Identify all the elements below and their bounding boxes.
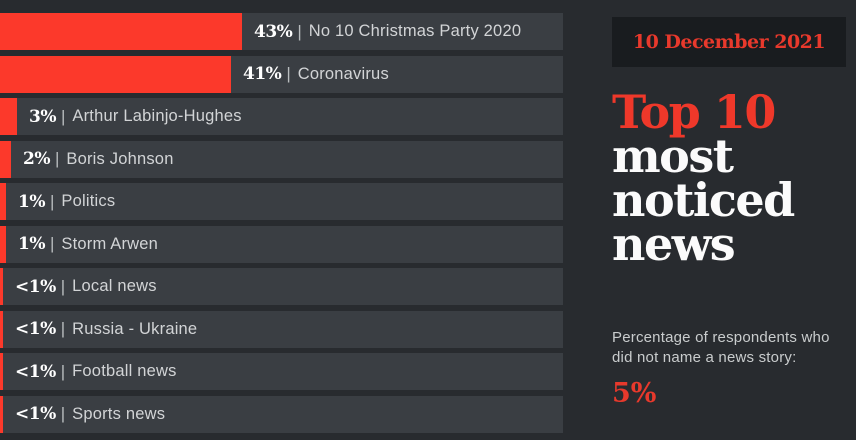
bar-text: <1% | Local news [0,268,563,305]
date-badge-label: 10 December 2021 [632,31,826,53]
bar-separator: | [60,404,66,423]
bar-label: Coronavirus [297,64,389,83]
bar-value: <1% [15,319,56,339]
bar-label: Russia - Ukraine [72,319,198,338]
headline-accent: Top 10 [612,85,776,139]
bar-fill [0,55,231,93]
headline: Top 10 most noticed news [612,85,846,271]
headline-line: noticed [612,173,795,227]
bar-separator: | [60,276,66,296]
bar-label: Storm Arwen [61,234,159,253]
headline-line: most [612,129,734,183]
note-text: Percentage of respondents who did not na… [612,329,830,366]
bar-value: 41% [243,64,282,84]
side-panel: 10 December 2021 Top 10 most noticed new… [612,0,846,409]
bar-label: Local news [72,277,157,295]
bar-row: <1% | Local news [0,268,563,305]
bar-row: 1% | Politics [0,183,563,220]
bar-label: Sports news [72,404,166,423]
bar-fill [0,140,11,178]
bar-row: 3% | Arthur Labinjo-Hughes [0,98,563,135]
bar-label: Boris Johnson [66,149,174,168]
headline-line: news [612,217,736,271]
bar-value: <1% [15,404,56,424]
bar-text: <1% | Sports news [0,396,563,433]
bar-separator: | [49,191,55,211]
bar-fill [0,98,17,135]
bar-separator: | [54,149,60,168]
date-badge: 10 December 2021 [612,17,846,67]
bar-value: <1% [15,361,56,382]
bar-value: <1% [15,276,56,297]
bar-fill [0,395,3,433]
bar-value: 2% [23,149,50,169]
bar-text: 1% | Politics [0,183,563,220]
bar-chart: 43% | No 10 Christmas Party 2020 41% | C… [0,13,563,433]
bar-text: <1% | Football news [0,353,563,390]
bar-row: <1% | Football news [0,353,563,390]
bar-row: 43% | No 10 Christmas Party 2020 [0,13,563,50]
bar-fill [0,13,242,50]
bar-label: Politics [61,192,116,210]
bar-row: 41% | Coronavirus [0,55,563,93]
bar-text: <1% | Russia - Ukraine [0,311,563,348]
bar-separator: | [297,21,302,41]
bar-row: 1% | Storm Arwen [0,225,563,263]
bar-value: 1% [18,234,45,254]
bar-value: 1% [18,191,45,212]
bar-fill [0,353,3,390]
bar-row: <1% | Sports news [0,395,563,433]
bar-value: 3% [29,106,56,127]
bar-fill [0,310,3,348]
bar-row: <1% | Russia - Ukraine [0,310,563,348]
bar-separator: | [60,106,66,126]
bar-fill [0,183,6,220]
bar-separator: | [60,361,66,381]
bar-separator: | [60,319,66,338]
bar-fill [0,268,3,305]
bar-separator: | [49,234,55,253]
bar-separator: | [286,64,291,83]
bar-fill [0,225,6,263]
bar-label: Arthur Labinjo-Hughes [72,107,242,125]
bar-text: 2% | Boris Johnson [0,141,563,178]
bar-label: No 10 Christmas Party 2020 [308,22,522,40]
bar-text: 1% | Storm Arwen [0,226,563,263]
bar-value: 43% [254,21,293,42]
bar-label: Football news [72,362,177,380]
bar-text: 43% | No 10 Christmas Party 2020 [0,13,563,50]
bar-row: 2% | Boris Johnson [0,140,563,178]
bar-text: 3% | Arthur Labinjo-Hughes [0,98,563,135]
no-answer-value: 5% [612,378,657,409]
bar-text: 41% | Coronavirus [0,56,563,93]
